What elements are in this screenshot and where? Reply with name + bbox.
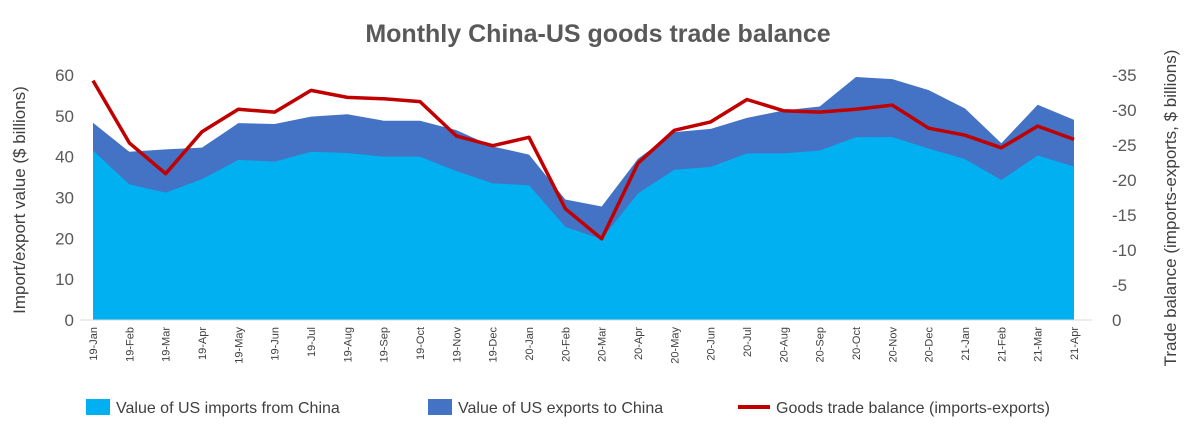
x-tick-label: 19-Sep xyxy=(379,327,391,362)
area-series-group xyxy=(93,77,1074,320)
legend-swatch-imports xyxy=(86,399,110,415)
x-tick-label: 20-Jun xyxy=(706,327,718,361)
y-tick-label: 10 xyxy=(55,270,74,289)
legend-label-balance: Goods trade balance (imports-exports) xyxy=(776,400,1050,417)
y2-axis-label: Trade balance (imports-exports, $ billio… xyxy=(1161,50,1180,367)
y2-tick-label: -5 xyxy=(1112,276,1127,295)
y2-tick-label: -25 xyxy=(1112,136,1137,155)
x-tick-label: 19-Oct xyxy=(415,327,427,360)
x-tick-label: 19-Jan xyxy=(88,327,100,361)
x-tick-label: 21-Apr xyxy=(1069,327,1081,360)
y2-tick-label: -15 xyxy=(1112,206,1137,225)
x-tick-label: 20-Dec xyxy=(924,327,936,363)
chart-title: Monthly China-US goods trade balance xyxy=(365,20,830,48)
y2-tick-label: -35 xyxy=(1112,66,1137,85)
x-tick-label: 21-Feb xyxy=(996,327,1008,362)
imports-area xyxy=(93,137,1074,320)
x-tick-label: 19-Jun xyxy=(270,327,282,361)
x-tick-label: 20-Oct xyxy=(851,327,863,360)
x-tick-label: 19-Feb xyxy=(124,327,136,362)
x-tick-label: 20-May xyxy=(669,327,681,364)
x-tick-label: 20-Mar xyxy=(597,327,609,362)
x-tick-label: 20-Feb xyxy=(560,327,572,362)
y-tick-label: 20 xyxy=(55,229,74,248)
y2-tick-label: 0 xyxy=(1112,311,1121,330)
y-axis-label: Import/export value ($ billions) xyxy=(10,86,29,314)
x-tick-label: 19-Apr xyxy=(197,327,209,360)
legend: Value of US imports from China Value of … xyxy=(86,399,1050,417)
y2-tick-label: -20 xyxy=(1112,171,1137,190)
x-tick-label: 20-Jul xyxy=(742,327,754,357)
y-tick-label: 60 xyxy=(55,66,74,85)
y-axis-ticks: 0 10 20 30 40 50 60 xyxy=(55,66,74,330)
x-tick-label: 20-Apr xyxy=(633,327,645,360)
x-tick-label: 20-Aug xyxy=(778,327,790,362)
line-series-group xyxy=(91,79,1075,241)
x-tick-label: 20-Nov xyxy=(887,327,899,363)
x-axis-ticks: 19-Jan 19-Feb 19-Mar 19-Apr 19-May 19-Jun 19-J… xyxy=(88,327,1081,364)
x-tick-label: 20-Sep xyxy=(815,327,827,362)
x-tick-label: 19-Nov xyxy=(451,327,463,363)
x-tick-label: 21-Mar xyxy=(1033,327,1045,362)
x-tick-label: 20-Jan xyxy=(524,327,536,361)
x-tick-label: 21-Jan xyxy=(960,327,972,361)
x-tick-label: 19-Jul xyxy=(306,327,318,357)
y-tick-label: 0 xyxy=(65,311,74,330)
legend-label-exports: Value of US exports to China xyxy=(458,400,663,417)
x-tick-label: 19-Mar xyxy=(161,327,173,362)
x-tick-label: 19-May xyxy=(233,327,245,364)
y2-tick-label: -30 xyxy=(1112,101,1137,120)
y-tick-label: 30 xyxy=(55,189,74,208)
y2-axis-ticks: 0 -5 -10 -15 -20 -25 -30 -35 xyxy=(1112,66,1137,330)
y2-tick-label: -10 xyxy=(1112,241,1137,260)
legend-label-imports: Value of US imports from China xyxy=(116,400,340,417)
x-tick-label: 19-Dec xyxy=(488,327,500,363)
y-tick-label: 50 xyxy=(55,107,74,126)
y-tick-label: 40 xyxy=(55,148,74,167)
x-tick-label: 19-Aug xyxy=(342,327,354,362)
legend-swatch-exports xyxy=(428,399,452,415)
trade-balance-line xyxy=(91,79,1075,241)
